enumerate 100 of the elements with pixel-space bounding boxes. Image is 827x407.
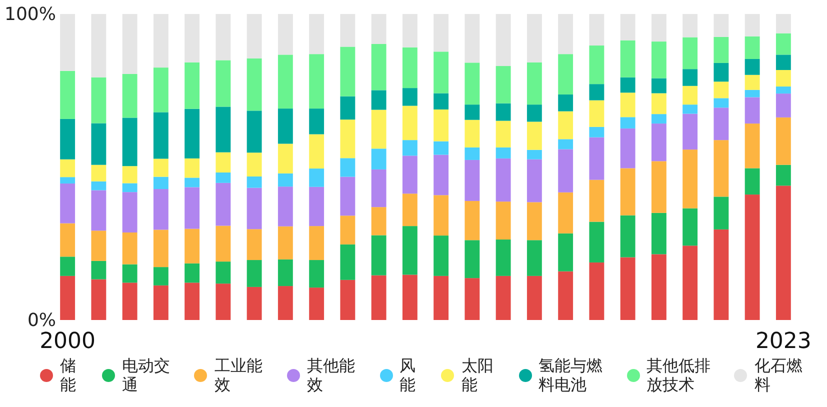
bar (620, 128, 636, 168)
bar (216, 152, 231, 173)
bar (91, 77, 106, 124)
bar (309, 54, 324, 109)
bar (682, 104, 698, 114)
bar (122, 14, 138, 74)
bar (526, 104, 542, 122)
bar (651, 114, 666, 124)
bar (60, 184, 76, 224)
bar (776, 117, 791, 165)
bar (620, 77, 636, 93)
bar (340, 280, 356, 320)
bar (464, 14, 480, 63)
bar (340, 46, 356, 96)
bar (464, 62, 480, 105)
bar (558, 14, 574, 54)
bar (714, 108, 729, 140)
x-tick-label: 2023 (755, 329, 812, 354)
bar (153, 230, 168, 268)
bar (526, 122, 542, 150)
bar (371, 110, 386, 149)
bar (60, 14, 76, 71)
bar (589, 222, 604, 262)
bar (60, 177, 76, 184)
bar (246, 152, 262, 176)
bar (91, 260, 106, 280)
bar (340, 216, 356, 244)
bar (246, 58, 262, 111)
bar (682, 208, 698, 246)
bar (122, 183, 138, 192)
bar (122, 264, 138, 283)
legend-label: 风能 (400, 356, 417, 394)
bar (496, 147, 511, 158)
bar (682, 69, 698, 86)
bar (744, 90, 760, 98)
bar (122, 282, 138, 320)
bar (558, 94, 574, 112)
bar (153, 14, 168, 68)
bar (496, 158, 511, 202)
bar (60, 159, 76, 178)
bar (434, 141, 449, 155)
bar (153, 267, 168, 286)
bar (589, 262, 604, 320)
bar (216, 60, 231, 107)
bar (60, 70, 76, 119)
bar (464, 160, 480, 201)
bar (714, 36, 729, 63)
bar (216, 182, 231, 226)
bar (309, 226, 324, 260)
bar (402, 156, 418, 194)
bar (434, 52, 449, 94)
bar (714, 229, 729, 320)
bar (153, 285, 168, 320)
bar (620, 215, 636, 258)
bar (776, 33, 791, 55)
bar (153, 189, 168, 230)
bar (184, 14, 200, 62)
legend-label: 工业能效 (214, 356, 264, 394)
bar (620, 257, 636, 320)
bar (91, 279, 106, 320)
bar (309, 14, 324, 54)
bar (526, 276, 542, 320)
bar (371, 90, 386, 110)
bar (122, 74, 138, 118)
bar (558, 192, 574, 234)
bar (122, 232, 138, 264)
bar (122, 118, 138, 166)
bar (278, 108, 293, 144)
bar (340, 244, 356, 280)
bar (651, 93, 666, 114)
bar (526, 202, 542, 240)
bar (340, 158, 356, 177)
bar (776, 164, 791, 186)
bar (714, 82, 729, 98)
bar (651, 124, 666, 162)
bar (682, 114, 698, 150)
bar (402, 274, 418, 320)
bar (402, 194, 418, 226)
bar (278, 173, 293, 187)
bar (558, 233, 574, 272)
x-tick-label: 2000 (40, 329, 96, 354)
bar (153, 158, 168, 177)
bar (744, 58, 760, 75)
bar (91, 190, 106, 231)
bar (651, 212, 666, 254)
bar (589, 180, 604, 222)
bar (744, 36, 760, 59)
bar (184, 62, 200, 109)
bar (278, 54, 293, 109)
bar (309, 186, 324, 226)
bar (371, 235, 386, 276)
bar (91, 14, 106, 78)
bar (496, 202, 511, 240)
bar (558, 149, 574, 192)
bar (496, 276, 511, 320)
y-tick-label: 100% (4, 4, 56, 25)
bar (309, 108, 324, 134)
bar (526, 14, 542, 62)
bar (682, 150, 698, 208)
bar (60, 118, 76, 160)
